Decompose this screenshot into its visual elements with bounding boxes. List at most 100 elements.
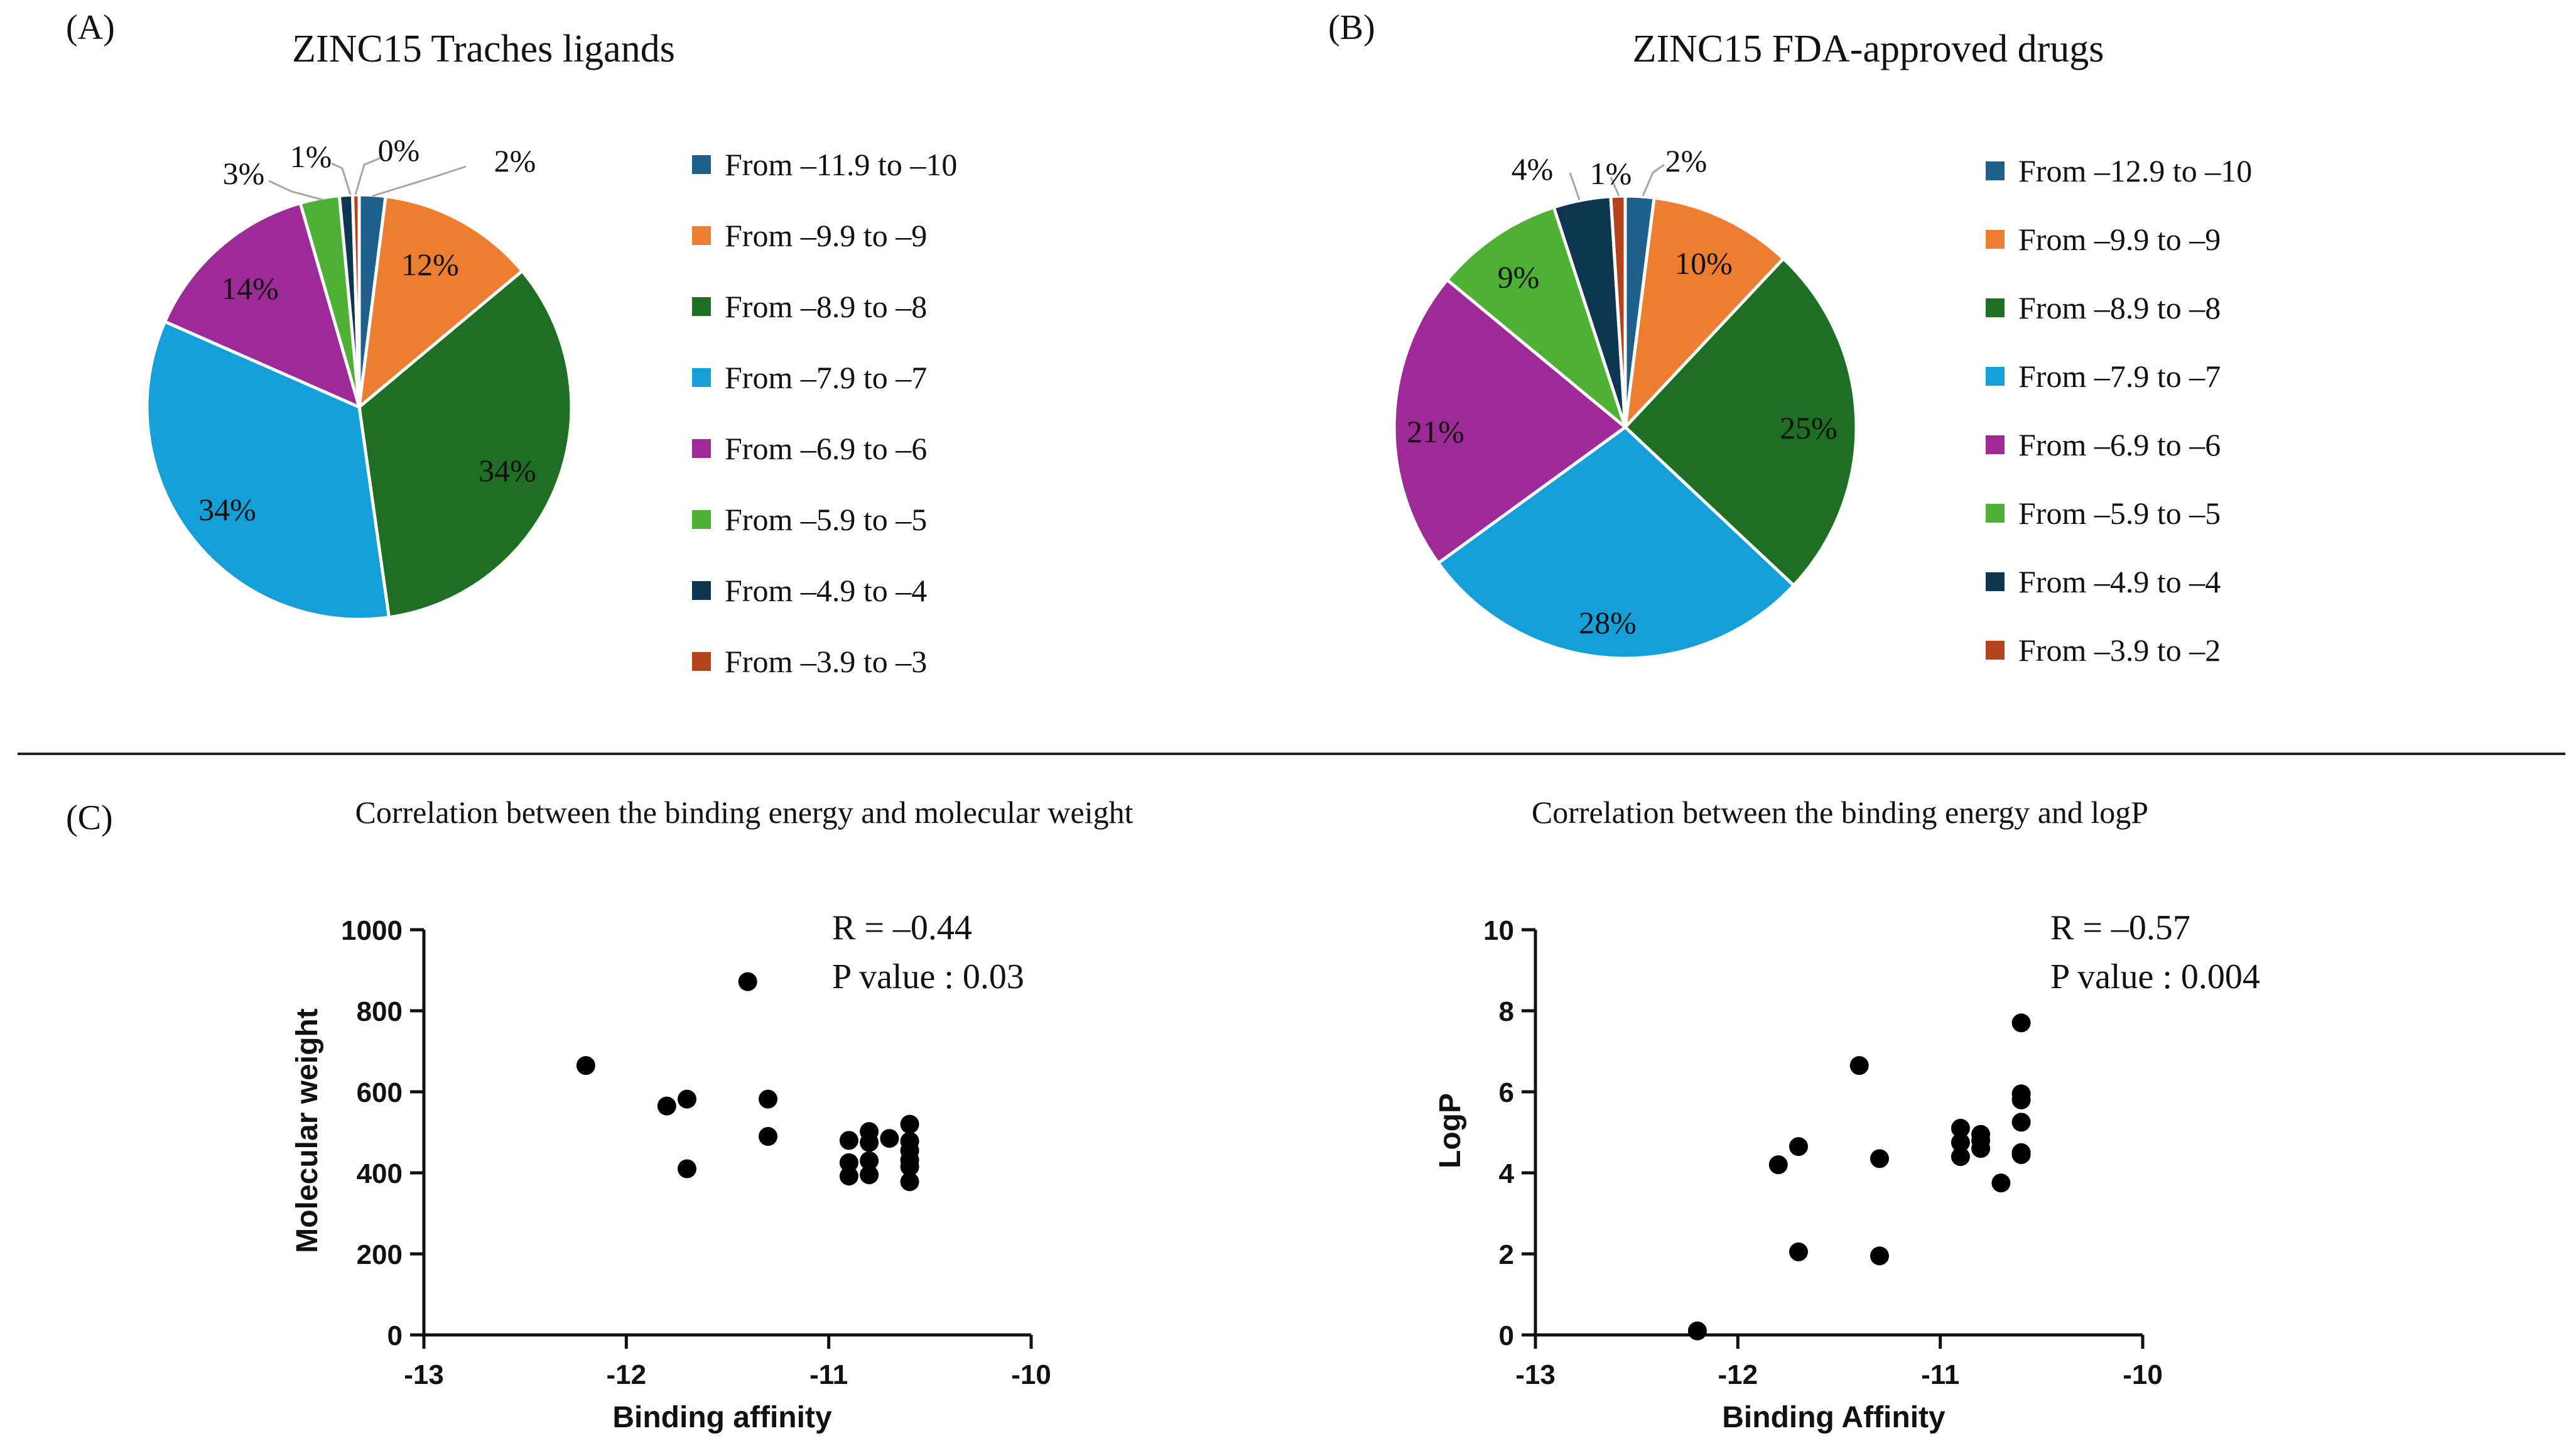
- y-tick-label: 200: [357, 1239, 403, 1270]
- pie-value-label: 0%: [378, 133, 420, 168]
- legend-entry: From –3.9 to –3: [725, 644, 927, 679]
- scatter-point: [900, 1157, 919, 1177]
- legend-entry: From –4.9 to –4: [2018, 564, 2221, 599]
- scatter-logp-p-value: P value : 0.004: [2050, 957, 2260, 996]
- scatter-point: [678, 1089, 696, 1109]
- pie-value-label: 21%: [1407, 414, 1464, 449]
- legend-entry: From –8.9 to –8: [725, 289, 927, 324]
- pie-slice: [1609, 194, 1627, 428]
- scatter-point: [839, 1167, 858, 1186]
- pie-value-label: 34%: [198, 492, 256, 527]
- y-tick-label: 6: [1499, 1077, 1514, 1108]
- scatter-point: [678, 1159, 696, 1179]
- scatter-logp-xlabel: Binding Affinity: [1722, 1401, 1946, 1434]
- pie-leader-line: [1642, 163, 1665, 197]
- legend-entry: From –7.9 to –7: [725, 360, 927, 395]
- pie-slice: [1444, 205, 1629, 432]
- legend-swatch: [692, 368, 711, 387]
- y-tick-label: 0: [1499, 1320, 1514, 1351]
- legend-entry: From –9.9 to –9: [725, 218, 927, 253]
- scatter-point: [900, 1172, 919, 1192]
- scatter-point: [880, 1129, 899, 1148]
- legend-swatch: [1986, 161, 2005, 180]
- legend-swatch: [692, 581, 711, 600]
- pie-slice: [357, 268, 573, 619]
- legend-swatch: [692, 652, 711, 671]
- legend-swatch: [692, 155, 711, 174]
- legend-entry: From –8.9 to –8: [2018, 290, 2221, 325]
- scatter-mw-title: Correlation between the binding energy a…: [355, 795, 1134, 830]
- scatter-point: [860, 1133, 879, 1152]
- panel-b-label: (B): [1328, 8, 1375, 47]
- scatter-point: [839, 1131, 858, 1150]
- scatter-plot-molecular-weight: -13 -12 -11 -10 0 200 400 600 800 1000: [341, 915, 1051, 1390]
- scatter-mw-r-value: R = –0.44: [832, 908, 972, 947]
- legend-entry: From –6.9 to –6: [2018, 427, 2221, 462]
- pie-slice: [163, 201, 362, 410]
- legend-swatch: [1986, 641, 2005, 660]
- pie-value-label: 2%: [494, 143, 536, 178]
- legend-swatch: [1986, 230, 2005, 249]
- scatter-point: [1789, 1242, 1808, 1261]
- x-tick-label: -11: [809, 1359, 848, 1390]
- pie-value-label: 28%: [1579, 605, 1637, 640]
- legend-entry: From –3.9 to –2: [2018, 633, 2221, 668]
- pie-slice: [1623, 196, 1786, 432]
- pie-value-label: 1%: [290, 139, 332, 174]
- y-tick-label: 10: [1483, 915, 1514, 946]
- y-tick-label: 8: [1499, 996, 1514, 1027]
- scatter-point: [576, 1056, 595, 1075]
- y-tick-label: 800: [357, 996, 403, 1027]
- scatter-point: [738, 972, 757, 991]
- pie-slice: [1392, 277, 1628, 565]
- legend-swatch: [1986, 504, 2005, 523]
- scatter-point: [1789, 1137, 1808, 1157]
- scatter-point: [759, 1089, 777, 1109]
- pie-value-label: 4%: [1512, 151, 1554, 187]
- y-tick-label: 4: [1499, 1158, 1515, 1189]
- legend-swatch: [692, 439, 711, 458]
- scatter-plot-logp: -13 -12 -11 -10 0 2 4 6 8 10: [1483, 915, 2163, 1390]
- scatter-point: [1951, 1147, 1970, 1167]
- scatter-logp-ylabel: LogP: [1434, 1093, 1467, 1168]
- y-tick-label: 400: [357, 1158, 403, 1189]
- y-tick-label: 600: [357, 1077, 403, 1108]
- legend-entry: From –11.9 to –10: [725, 147, 957, 182]
- pie-value-label: 25%: [1780, 410, 1837, 445]
- scatter-point: [2011, 1113, 2031, 1132]
- scatter-mw-p-value: P value : 0.03: [832, 957, 1024, 996]
- x-tick-label: -10: [1011, 1359, 1051, 1390]
- pie-leader-line: [331, 162, 352, 195]
- scatter-point: [1687, 1321, 1707, 1341]
- scatter-point: [1951, 1119, 1970, 1138]
- x-tick-label: -12: [607, 1359, 647, 1390]
- scatter-point: [657, 1096, 676, 1116]
- legend-swatch: [1986, 572, 2005, 591]
- scatter-point: [839, 1153, 858, 1172]
- legend-entry: From –7.9 to –7: [2018, 359, 2221, 394]
- pie-slice: [145, 319, 391, 621]
- scatter-point: [1991, 1173, 2011, 1193]
- scatter-point: [1951, 1133, 1970, 1152]
- x-tick-label: -11: [1921, 1359, 1959, 1390]
- legend-swatch: [1986, 435, 2005, 454]
- legend-swatch: [692, 297, 711, 316]
- legend-entry: From –4.9 to –4: [725, 573, 927, 608]
- pie-slice: [1623, 256, 1858, 588]
- scatter-mw-xlabel: Binding affinity: [612, 1401, 832, 1434]
- pie-chart-fda-approved: 2% 10% 25% 28% 21% 9% 4% 1% From –12.9 to –10 Fro…: [1392, 143, 2252, 668]
- pie-b-title: ZINC15 FDA-approved drugs: [1633, 28, 2104, 70]
- pie-slice: [357, 194, 525, 411]
- x-tick-label: -13: [1515, 1359, 1556, 1390]
- pie-value-label: 10%: [1675, 246, 1733, 281]
- scatter-point: [1870, 1149, 1889, 1168]
- pie-leader-line: [354, 156, 384, 195]
- scatter-point: [2011, 1090, 2031, 1109]
- pie-value-label: 9%: [1498, 259, 1540, 295]
- x-tick-label: -10: [2123, 1359, 2163, 1390]
- pie-chart-traches-ligands: 2% 12% 34% 34% 14% 3% 1% 0% From –11.9 to –10 Fro…: [145, 133, 957, 679]
- scatter-point: [900, 1114, 919, 1134]
- legend-swatch: [1986, 367, 2005, 386]
- pie-value-label: 1%: [1590, 156, 1632, 191]
